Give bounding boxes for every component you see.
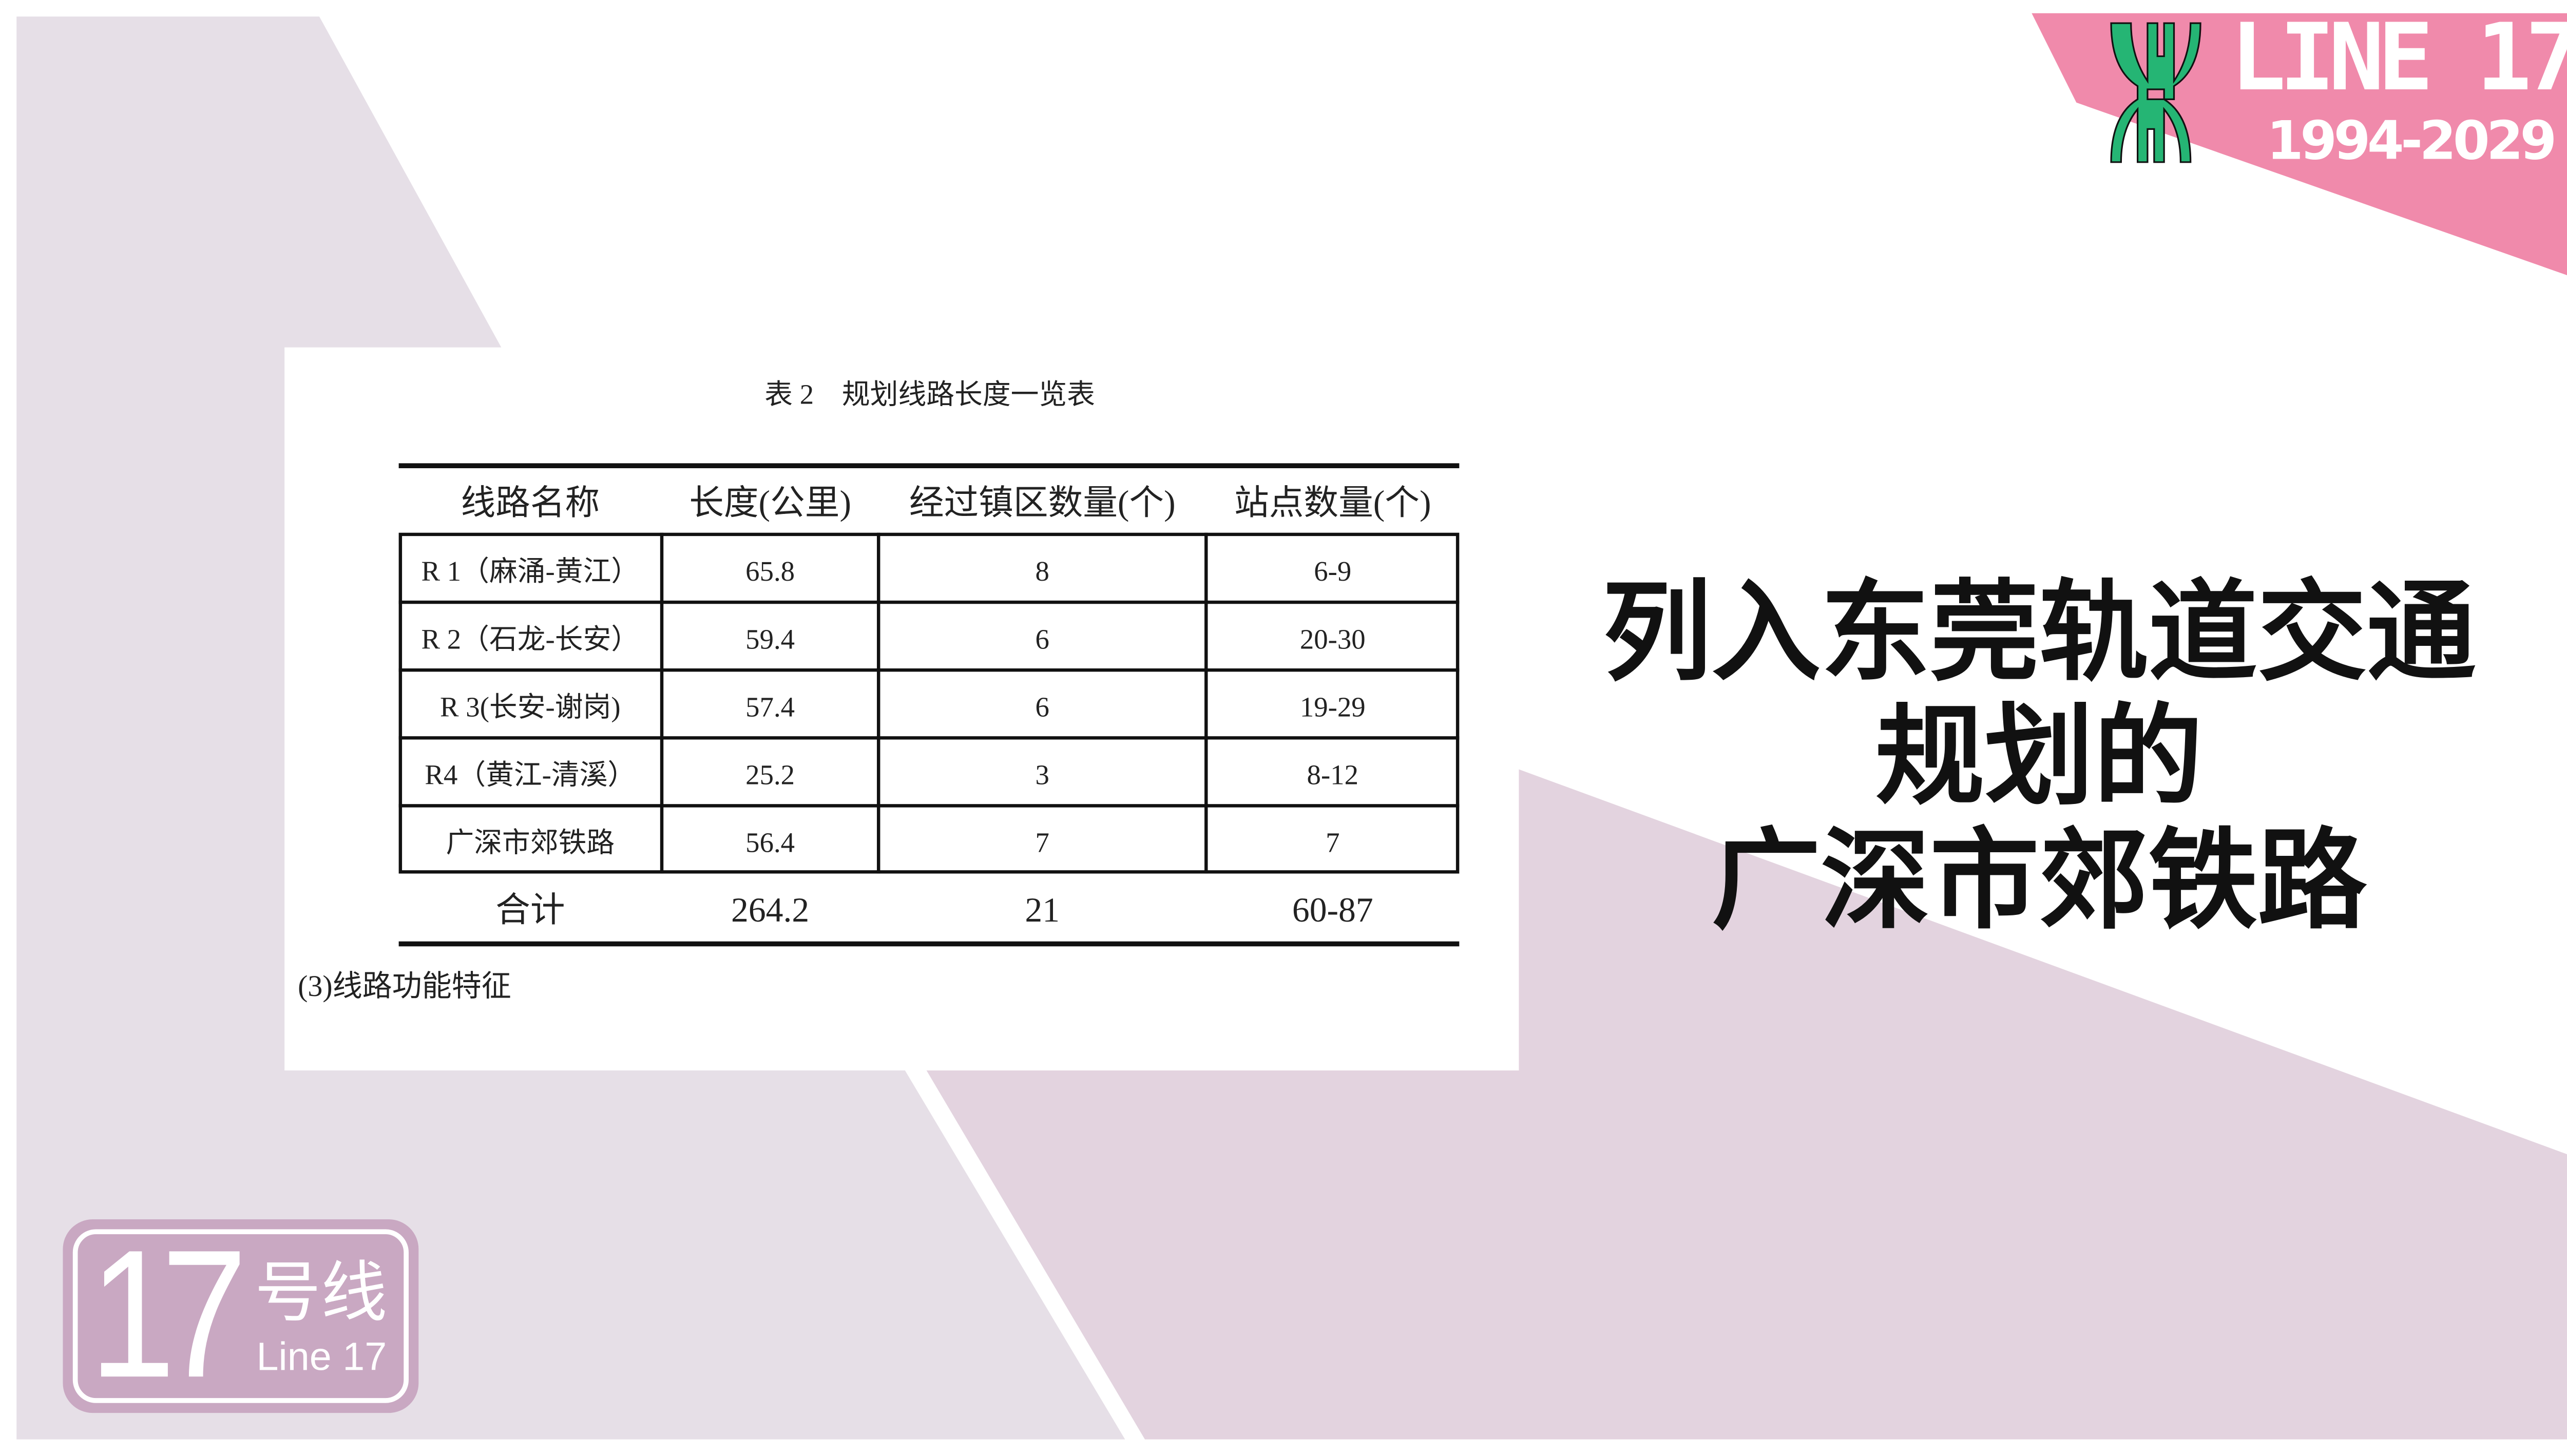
table-cell: 19-29 bbox=[1299, 692, 1366, 723]
metro-logo-icon bbox=[2110, 22, 2201, 163]
title-line: 列入东莞轨道交通 bbox=[1602, 569, 2476, 697]
top-rule bbox=[398, 463, 1460, 468]
col-divider bbox=[1204, 532, 1208, 874]
total-cell: 264.2 bbox=[731, 890, 810, 930]
table-cell: 3 bbox=[1035, 759, 1049, 791]
table-cell: 25.2 bbox=[745, 759, 795, 791]
header-cell: 线路名称 bbox=[461, 483, 600, 523]
row-divider bbox=[398, 804, 1460, 808]
table-cell: 8 bbox=[1035, 555, 1049, 588]
table-cell: R 3(长安-谢岗) bbox=[440, 692, 621, 723]
table-cell: R 2（石龙-长安） bbox=[421, 623, 640, 656]
col-divider bbox=[876, 532, 880, 874]
line-badge bbox=[63, 1219, 419, 1413]
col-divider bbox=[660, 532, 664, 874]
table-grid bbox=[398, 532, 1460, 874]
header-cell: 经过镇区数量(个) bbox=[909, 483, 1176, 523]
table-cell: R4（黄江-清溪） bbox=[425, 759, 636, 791]
title-line: 广深市郊铁路 bbox=[1711, 817, 2367, 945]
badge-cn-label: 号线 bbox=[255, 1255, 388, 1332]
line-label: LINE 17 bbox=[2230, 5, 2567, 113]
bottom-rule bbox=[398, 941, 1460, 947]
header-cell: 站点数量(个) bbox=[1234, 483, 1431, 523]
row-divider bbox=[398, 736, 1460, 740]
table-cell: 56.4 bbox=[745, 827, 795, 859]
total-cell: 60-87 bbox=[1292, 890, 1373, 930]
total-cell: 合计 bbox=[495, 890, 565, 930]
total-cell: 21 bbox=[1025, 890, 1060, 930]
table-cell: 广深市郊铁路 bbox=[446, 827, 615, 859]
row-divider bbox=[398, 600, 1460, 604]
table-cell: 7 bbox=[1035, 827, 1049, 859]
table-cell: 57.4 bbox=[745, 692, 795, 723]
badge-border bbox=[72, 1229, 409, 1403]
table-cell: 65.8 bbox=[745, 555, 795, 588]
pink-lavender-shape bbox=[926, 769, 2567, 1440]
years-label: 1994-2029 bbox=[2266, 109, 2557, 173]
slide-title: 列入东莞轨道交通 规划的 广深市郊铁路 bbox=[1555, 571, 2523, 943]
table-cell: 20-30 bbox=[1299, 623, 1366, 656]
table-cell: 59.4 bbox=[745, 623, 795, 656]
table-cell: 8-12 bbox=[1307, 759, 1359, 791]
table-cell: 6 bbox=[1035, 692, 1049, 723]
badge-number: 17 bbox=[89, 1213, 247, 1416]
table-cell: R 1（麻涌-黄江） bbox=[421, 555, 640, 588]
header-cell: 长度(公里) bbox=[689, 483, 852, 523]
row-divider bbox=[398, 668, 1460, 672]
table-cell: 7 bbox=[1326, 827, 1340, 859]
document-image: 表 2 规划线路长度一览表 线路名称 长度(公里) 经过镇区数量(个) 站点数量… bbox=[284, 347, 1519, 1071]
section-heading: (3)线路功能特征 bbox=[298, 969, 511, 1003]
table-cell: 6-9 bbox=[1314, 555, 1352, 588]
table-cell: 6 bbox=[1035, 623, 1049, 656]
badge-en-label: Line 17 bbox=[256, 1335, 387, 1380]
table-caption: 表 2 规划线路长度一览表 bbox=[764, 378, 1095, 411]
title-line: 规划的 bbox=[1875, 693, 2203, 821]
lavender-shape bbox=[16, 16, 1125, 1440]
